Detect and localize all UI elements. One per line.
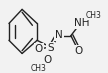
Text: CH3: CH3 (85, 11, 101, 19)
Text: S: S (47, 43, 54, 53)
Text: CH3: CH3 (31, 64, 47, 73)
Text: NH: NH (74, 18, 90, 28)
Text: N: N (55, 30, 63, 40)
Text: O: O (35, 44, 43, 54)
Text: O: O (43, 55, 52, 65)
Text: O: O (74, 46, 83, 56)
